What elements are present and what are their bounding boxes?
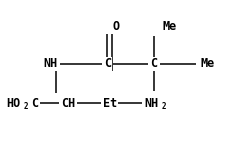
Text: C: C bbox=[150, 57, 157, 70]
Text: 2: 2 bbox=[162, 102, 166, 111]
Text: C: C bbox=[104, 57, 111, 70]
Text: 2: 2 bbox=[24, 102, 28, 111]
Text: HO: HO bbox=[6, 97, 21, 110]
Text: NH: NH bbox=[43, 57, 57, 70]
Text: NH: NH bbox=[144, 97, 158, 110]
Text: C: C bbox=[31, 97, 38, 110]
Text: Me: Me bbox=[200, 57, 215, 70]
Text: Et: Et bbox=[103, 97, 117, 110]
Text: Me: Me bbox=[163, 20, 177, 33]
Text: O: O bbox=[112, 20, 120, 33]
Text: CH: CH bbox=[61, 97, 75, 110]
